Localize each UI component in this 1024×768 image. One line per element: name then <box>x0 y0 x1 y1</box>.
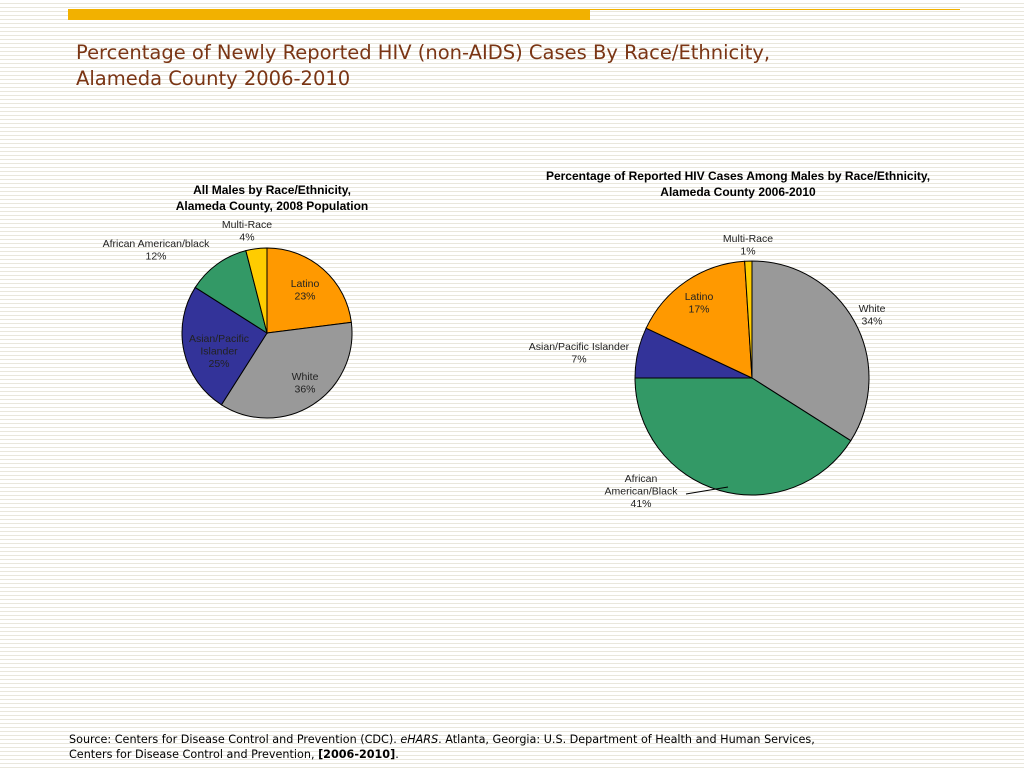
pie-label-asian-pacific-islander: Asian/Pacific Islander 25% <box>189 333 249 370</box>
pie-slices <box>181 247 353 419</box>
chart-title-line-2: Alameda County 2006-2010 <box>660 185 816 199</box>
pie-slice-white <box>220 321 353 419</box>
pie-label-african-american-black: African American/black 12% <box>103 238 211 263</box>
pie-label-white: White 34% <box>859 303 886 328</box>
pie-label-asian-pacific-islander: Asian/Pacific Islander 7% <box>529 341 630 366</box>
pie-labels: White 34% African American/Black 41% Asian/Pa… <box>529 233 886 510</box>
pie-chart-male-population: All Males by Race/Ethnicity, Alameda Cou… <box>103 183 368 419</box>
slide-title-line-2: Alameda County 2006-2010 <box>76 67 351 90</box>
pie-slice-multi-race <box>744 260 753 379</box>
pie-labels: Latino 23% White 36% Asian/Pacific Islander 25… <box>103 219 320 396</box>
pie-label-multi-race: Multi-Race 1% <box>723 233 773 258</box>
source-prefix: Source: Centers for Disease Control and … <box>69 733 401 746</box>
leader-line-african-american-black <box>685 486 729 495</box>
source-middle: . Atlanta, Georgia: U.S. Department of H… <box>69 733 815 761</box>
pie-label-latino: Latino 17% <box>685 291 714 316</box>
chart-title-line-2: Alameda County, 2008 Population <box>176 199 368 213</box>
slide-title: Percentage of Newly Reported HIV (non-AI… <box>76 40 936 92</box>
slide-title-line-1: Percentage of Newly Reported HIV (non-AI… <box>76 41 771 64</box>
top-rule-line <box>590 9 960 10</box>
top-accent-bar <box>68 9 590 20</box>
pie-label-african-american-black: African American/Black 41% <box>605 473 679 510</box>
pie-slice-african-american-black <box>194 250 268 335</box>
pie-slice-multi-race <box>245 247 268 334</box>
source-italic: eHARS <box>400 733 439 746</box>
pie-label-latino: Latino 23% <box>291 278 320 303</box>
source-citation: Source: Centers for Disease Control and … <box>69 732 829 762</box>
pie-slice-white <box>751 260 870 442</box>
pie-slice-latino <box>266 247 352 334</box>
pie-slice-latino <box>645 260 753 379</box>
pie-slices <box>634 260 870 496</box>
pie-chart-hiv-cases: Percentage of Reported HIV Cases Among M… <box>529 169 930 510</box>
chart-title-line-1: All Males by Race/Ethnicity, <box>193 183 351 197</box>
pie-label-white: White 36% <box>292 371 319 396</box>
pie-label-multi-race: Multi-Race 4% <box>222 219 272 244</box>
chart-title-line-1: Percentage of Reported HIV Cases Among M… <box>546 169 930 183</box>
pie-slice-asian-pacific-islander <box>181 286 268 406</box>
source-bold: [2006-2010] <box>318 748 396 761</box>
source-suffix: . <box>395 748 399 761</box>
pie-slice-african-american-black <box>634 377 852 496</box>
